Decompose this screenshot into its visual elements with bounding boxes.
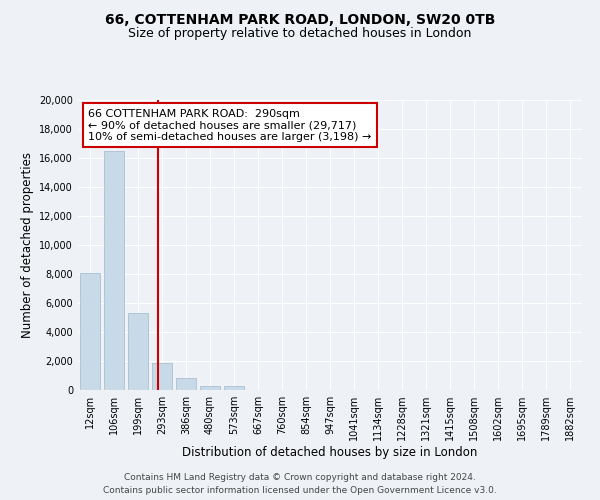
- Bar: [104, 151, 124, 390]
- Bar: [224, 386, 244, 390]
- Bar: [128, 313, 148, 390]
- Bar: [152, 363, 172, 390]
- Text: 66, COTTENHAM PARK ROAD, LONDON, SW20 0TB: 66, COTTENHAM PARK ROAD, LONDON, SW20 0T…: [105, 12, 495, 26]
- Text: Size of property relative to detached houses in London: Size of property relative to detached ho…: [128, 28, 472, 40]
- Text: Contains public sector information licensed under the Open Government Licence v3: Contains public sector information licen…: [103, 486, 497, 495]
- X-axis label: Distribution of detached houses by size in London: Distribution of detached houses by size …: [182, 446, 478, 459]
- Bar: [80, 272, 100, 390]
- Bar: [176, 378, 196, 390]
- Text: Contains HM Land Registry data © Crown copyright and database right 2024.: Contains HM Land Registry data © Crown c…: [124, 472, 476, 482]
- Bar: [200, 386, 220, 390]
- Text: 66 COTTENHAM PARK ROAD:  290sqm
← 90% of detached houses are smaller (29,717)
10: 66 COTTENHAM PARK ROAD: 290sqm ← 90% of …: [88, 108, 371, 142]
- Y-axis label: Number of detached properties: Number of detached properties: [21, 152, 34, 338]
